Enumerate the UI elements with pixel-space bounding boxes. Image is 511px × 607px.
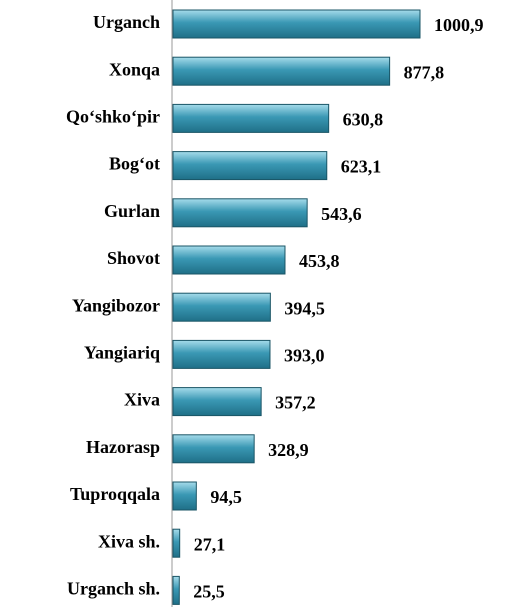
value-label: 328,9 (268, 440, 309, 460)
bar (172, 528, 181, 558)
bar (172, 339, 271, 369)
value-label: 394,5 (284, 298, 325, 318)
bar (172, 198, 308, 228)
category-label: Urganch sh. (67, 579, 160, 599)
value-label: 630,8 (343, 110, 384, 130)
category-label: Urganch (93, 12, 160, 32)
category-label: Xonqa (109, 59, 160, 79)
category-label: Tuproqqala (70, 484, 160, 504)
value-label: 623,1 (341, 157, 382, 177)
category-label: Xiva sh. (98, 531, 160, 551)
category-label: Xiva (124, 390, 160, 410)
category-label: Yangiariq (84, 343, 160, 363)
bar (172, 575, 180, 605)
value-label: 393,0 (284, 346, 325, 366)
category-label: Bog‘ot (109, 154, 160, 174)
bar (172, 56, 391, 86)
value-label: 1000,9 (434, 15, 484, 35)
value-label: 27,1 (194, 534, 226, 554)
value-label: 877,8 (404, 62, 445, 82)
category-label: Shovot (107, 248, 160, 268)
bar (172, 387, 262, 417)
category-label: Yangibozor (72, 295, 160, 315)
bar (172, 481, 197, 511)
bar (172, 292, 271, 322)
category-label: Hazorasp (86, 437, 160, 457)
value-label: 453,8 (299, 251, 340, 271)
bar (172, 151, 328, 181)
bar (172, 9, 421, 39)
category-label: Gurlan (104, 201, 160, 221)
value-label: 25,5 (193, 582, 225, 602)
value-label: 357,2 (275, 393, 316, 413)
value-label: 94,5 (210, 487, 242, 507)
bar (172, 103, 330, 133)
bar (172, 434, 255, 464)
category-label: Qo‘shko‘pir (66, 107, 160, 127)
value-label: 543,6 (321, 204, 362, 224)
bar (172, 245, 286, 275)
